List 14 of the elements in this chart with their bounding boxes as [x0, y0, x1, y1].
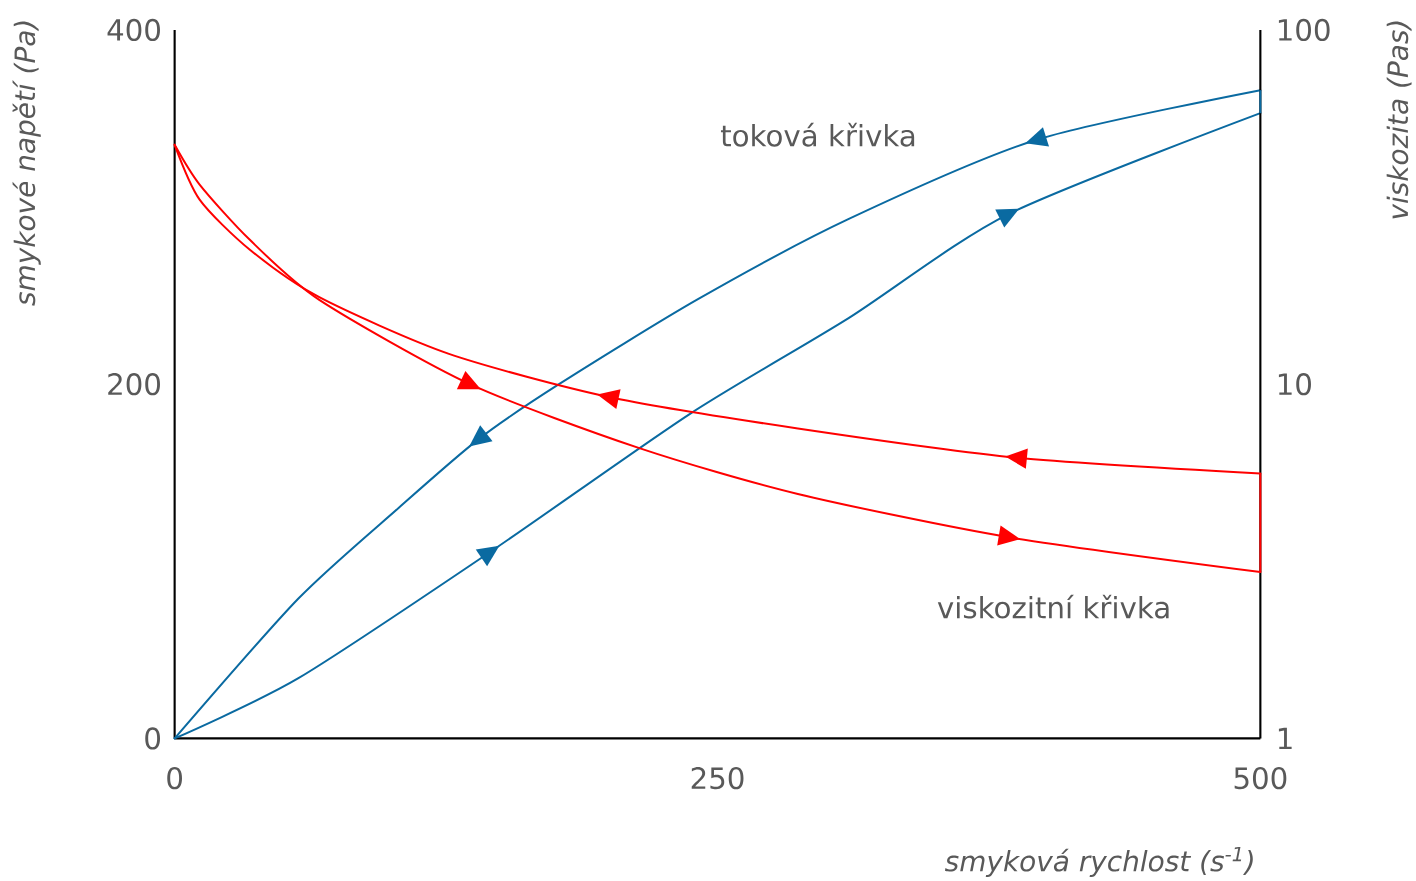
y-tick-label: 200	[108, 372, 160, 396]
y2-tick-label: 1	[1278, 727, 1292, 749]
y2-tick-label: 100	[1278, 18, 1330, 41]
x-tick-label: 500	[1234, 766, 1287, 790]
y2-tick-label: 10	[1278, 372, 1311, 396]
x-tick-label: 250	[691, 766, 744, 790]
y-axis-title: smykové napětí (Pa)	[12, 21, 41, 306]
y-tick-label: 0	[145, 727, 161, 750]
x-axis-title: smyková rychlost (s$^{-1}$)	[944, 846, 1253, 877]
x-tick-label: 0	[167, 766, 182, 790]
y-tick-label: 400	[107, 18, 160, 41]
series-label: viskozitní křivka	[937, 594, 1169, 619]
series-label: toková křivka	[720, 122, 915, 147]
y2-axis-title: viskozita (Pas)	[1386, 21, 1412, 219]
